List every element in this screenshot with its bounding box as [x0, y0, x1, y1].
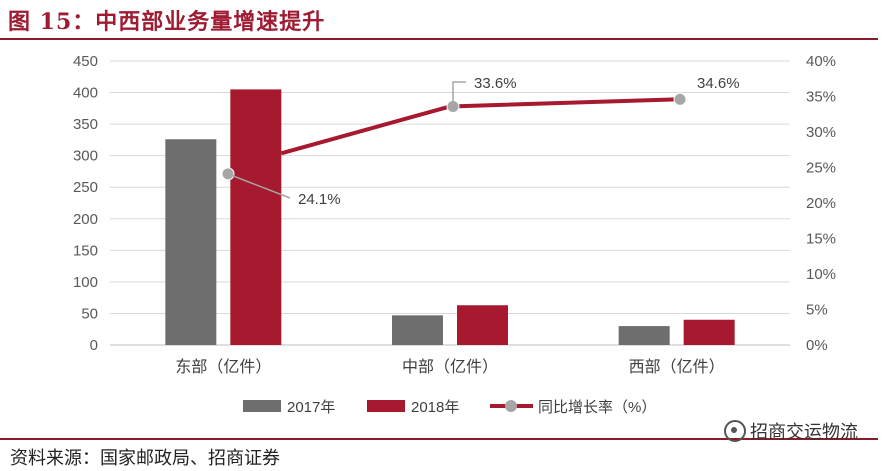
category-labels: 东部（亿件） 中部（亿件） 西部（亿件）	[175, 358, 724, 376]
leader-line	[452, 81, 466, 107]
legend-label-2017: 2017年	[287, 399, 335, 416]
y-right-tick-label: 25%	[806, 160, 836, 177]
legend-label-2018: 2018年	[411, 399, 459, 416]
growth-data-label: 24.1%	[298, 191, 341, 208]
footer-divider	[0, 438, 878, 440]
y-left-tick-label: 400	[73, 85, 98, 102]
bar-2017-0	[165, 139, 217, 345]
y-left-tick-label: 150	[73, 242, 98, 259]
category-label: 中部（亿件）	[402, 358, 498, 376]
growth-data-label: 33.6%	[474, 75, 517, 92]
y-left-tick-label: 50	[81, 305, 98, 322]
legend: 2017年 2018年 同比增长率（%）	[243, 399, 656, 416]
growth-line: 24.1% 33.6% 34.6%	[221, 75, 740, 208]
y-left-tick-label: 300	[73, 148, 98, 165]
watermark-text: 招商交运物流	[750, 422, 858, 443]
legend-swatch-2018	[367, 400, 405, 412]
title-divider	[0, 38, 878, 40]
y-right-tick-label: 30%	[806, 124, 836, 141]
legend-swatch-2017	[243, 400, 281, 412]
right-axis-ticks: 0% 5% 10% 15% 20% 25% 30% 35% 40%	[806, 53, 836, 354]
grid-lines	[110, 60, 790, 346]
watermark: 招商交运物流	[724, 418, 858, 444]
growth-chart: 0 50 100 150 200 250 300 350 400 450 0% 5% 10% 15% 20…	[73, 53, 836, 416]
y-right-tick-label: 40%	[806, 53, 836, 70]
y-left-tick-label: 0	[90, 337, 98, 354]
leader-line	[227, 173, 291, 199]
y-right-tick-label: 15%	[806, 231, 836, 248]
growth-data-label: 34.6%	[697, 75, 740, 92]
y-right-tick-label: 0%	[806, 337, 828, 354]
y-right-tick-label: 20%	[806, 195, 836, 212]
y-left-tick-label: 350	[73, 116, 98, 133]
bar-2017-2	[618, 326, 670, 345]
y-right-tick-label: 35%	[806, 89, 836, 106]
y-right-tick-label: 10%	[806, 266, 836, 283]
bars	[165, 89, 735, 346]
y-left-tick-label: 100	[73, 274, 98, 291]
legend-label-growth: 同比增长率（%）	[538, 399, 656, 416]
y-left-tick-label: 450	[73, 53, 98, 70]
y-right-tick-label: 5%	[806, 302, 828, 319]
category-label: 东部（亿件）	[175, 358, 271, 376]
source-note: 资料来源：国家邮政局、招商证券	[10, 448, 280, 469]
wechat-icon	[724, 420, 746, 442]
category-label: 西部（亿件）	[629, 358, 725, 376]
growth-marker-2	[673, 92, 687, 106]
bar-2018-1	[457, 305, 508, 345]
y-left-tick-label: 200	[73, 211, 98, 228]
left-axis-ticks: 0 50 100 150 200 250 300 350 400 450	[73, 53, 98, 354]
growth-line-path	[280, 97, 677, 156]
bar-2017-1	[392, 315, 443, 345]
legend-swatch-growth-marker	[505, 400, 517, 412]
bar-2018-2	[683, 319, 735, 345]
y-left-tick-label: 250	[73, 179, 98, 196]
bar-2018-0	[230, 89, 282, 346]
page-title: 图 15：中西部业务量增速提升	[8, 9, 326, 35]
